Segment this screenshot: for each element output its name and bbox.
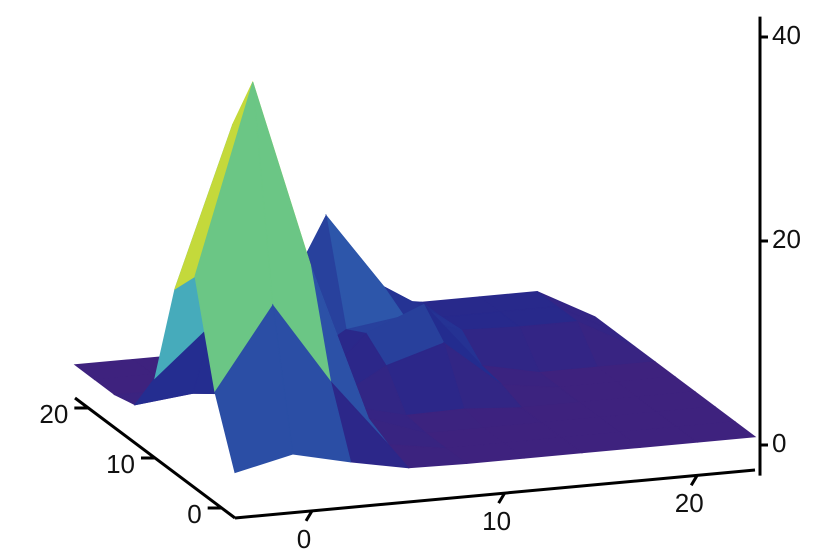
- y-tick-label: 10: [106, 449, 135, 479]
- surface-cell: [214, 303, 294, 474]
- x-tick-label: 10: [482, 506, 511, 536]
- z-tick-label: 40: [772, 20, 801, 50]
- x-axis: [234, 468, 756, 520]
- x-tick: [304, 510, 314, 522]
- x-tick-label: 0: [297, 524, 311, 554]
- y-tick-label: 20: [39, 399, 68, 429]
- z-tick-label: 20: [772, 224, 801, 254]
- z-tick-label: 0: [772, 428, 786, 458]
- x-tick: [497, 492, 506, 504]
- y-tick-label: 0: [187, 499, 201, 529]
- x-tick-label: 20: [675, 488, 704, 518]
- x-tick: [689, 474, 699, 487]
